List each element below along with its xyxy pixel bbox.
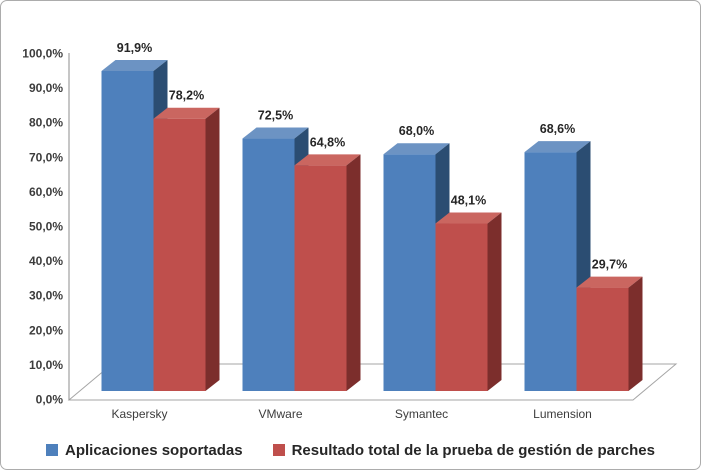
bar-front-face	[101, 71, 154, 391]
y-tick-label: 40,0%	[29, 254, 63, 268]
bar-top-face	[383, 143, 450, 155]
chart-legend: Aplicaciones soportadas Resultado total …	[1, 435, 700, 465]
value-label: 68,0%	[399, 124, 434, 138]
bar-front-face	[435, 223, 488, 391]
bar-front-face	[524, 152, 577, 391]
value-label: 29,7%	[592, 258, 627, 272]
bar-side-face	[346, 154, 361, 391]
value-label: 68,6%	[540, 122, 575, 136]
bar-group-kaspersky	[101, 60, 220, 391]
bar-front-face	[294, 165, 347, 391]
y-tick-label: 60,0%	[29, 185, 63, 199]
y-tick-label: 90,0%	[29, 81, 63, 95]
bar-top-face	[153, 107, 220, 119]
y-tick-label: 10,0%	[29, 358, 63, 372]
bar-side-face	[487, 212, 502, 391]
bar-side-face	[628, 276, 643, 391]
bar-top-face	[101, 60, 168, 72]
y-tick-label: 100,0%	[22, 47, 63, 61]
value-label: 72,5%	[258, 109, 293, 123]
bar-top-face	[435, 212, 502, 224]
bar-front-face	[383, 154, 436, 391]
bar-kaspersky-series-1	[153, 107, 220, 391]
category-label-vmware: VMware	[258, 407, 302, 421]
legend-swatch-blue	[46, 444, 58, 456]
bar-top-face	[524, 141, 591, 153]
bar-front-face	[242, 138, 295, 391]
y-tick-label: 80,0%	[29, 116, 63, 130]
chart-floor	[67, 363, 678, 401]
legend-item-series-0: Aplicaciones soportadas	[46, 442, 243, 459]
bar-lumension-series-1	[576, 276, 643, 391]
value-label: 78,2%	[169, 89, 204, 103]
bar-top-face	[576, 276, 643, 288]
category-label-lumension: Lumension	[533, 407, 592, 421]
bar-group-symantec	[383, 143, 502, 391]
value-label: 48,1%	[451, 194, 486, 208]
y-tick-label: 70,0%	[29, 150, 63, 164]
bar-kaspersky-series-0	[101, 60, 168, 391]
bar-front-face	[153, 118, 206, 391]
bar-side-face	[205, 107, 220, 391]
value-label: 91,9%	[117, 41, 152, 55]
category-label-symantec: Symantec	[395, 407, 448, 421]
y-tick-label: 50,0%	[29, 220, 63, 234]
value-label: 64,8%	[310, 135, 345, 149]
legend-item-series-1: Resultado total de la prueba de gestión …	[272, 441, 655, 459]
legend-swatch-red	[272, 444, 285, 456]
legend-label-series-1: Resultado total de la prueba de gestión …	[291, 441, 655, 459]
y-tick-label: 0,0%	[36, 393, 64, 407]
y-tick-label: 20,0%	[29, 323, 63, 337]
bar-group-lumension	[524, 141, 643, 391]
bar-vmware-series-1	[294, 154, 361, 391]
bar-top-face	[242, 127, 309, 139]
bar-front-face	[576, 287, 629, 391]
y-tick-label: 30,0%	[29, 289, 63, 303]
bar-symantec-series-1	[435, 212, 502, 391]
bar-top-face	[294, 154, 361, 166]
bar-group-vmware	[242, 127, 361, 392]
legend-label-series-0: Aplicaciones soportadas	[65, 441, 243, 459]
category-label-kaspersky: Kaspersky	[111, 407, 167, 421]
